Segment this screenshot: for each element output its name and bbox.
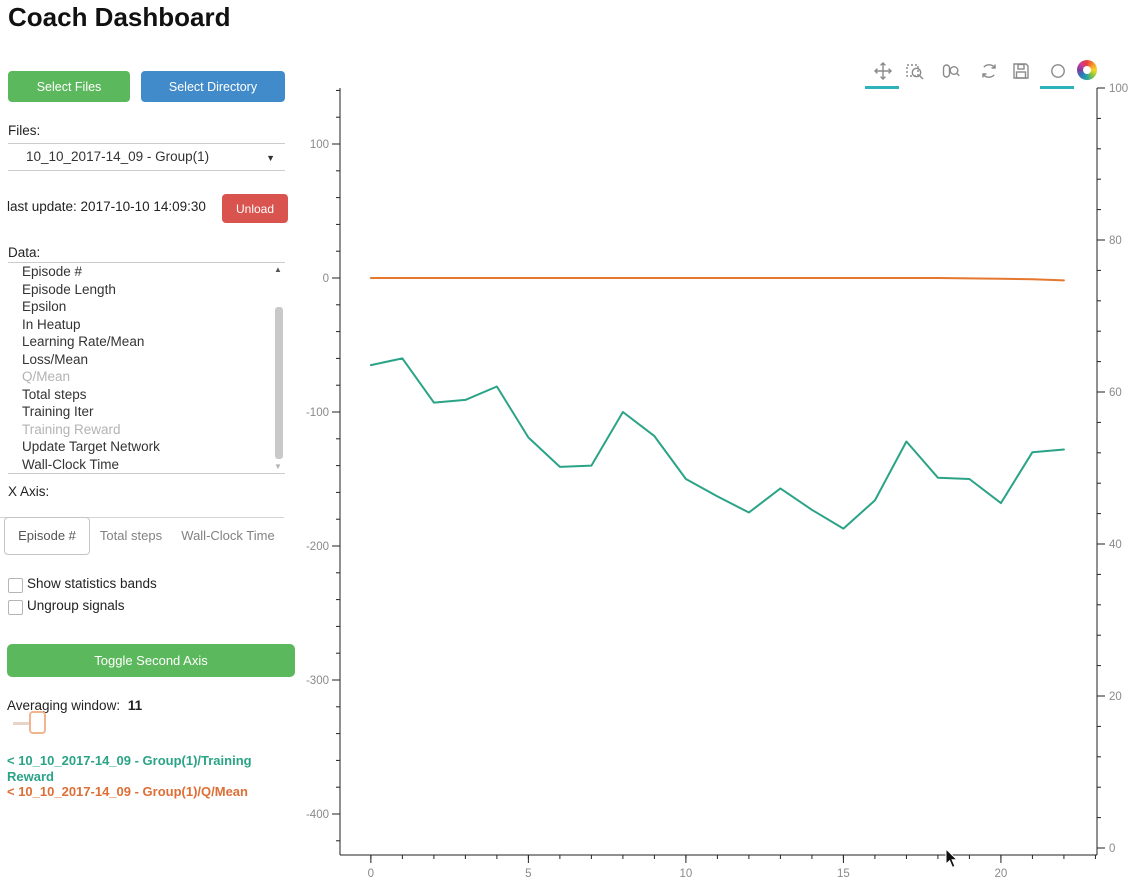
y-left-tick-label: 0	[323, 273, 329, 285]
toggle-second-axis-button[interactable]: Toggle Second Axis	[7, 644, 295, 677]
averaging-window-value: 11	[127, 698, 143, 713]
checkbox-label: Show statistics bands	[27, 576, 157, 591]
x-tick-label: 10	[679, 868, 692, 880]
legend-entry[interactable]: < 10_10_2017-14_09 - Group(1)/Training R…	[7, 753, 252, 784]
series-line[interactable]	[369, 357, 1065, 530]
select-directory-button[interactable]: Select Directory	[141, 71, 285, 102]
scrollbar-thumb[interactable]	[275, 307, 283, 459]
x-axis-label: X Axis:	[8, 484, 50, 499]
y-right-tick-label: 20	[1109, 691, 1122, 703]
data-signal-item[interactable]: Wall-Clock Time	[22, 456, 120, 472]
legend-entry[interactable]: < 10_10_2017-14_09 - Group(1)/Q/Mean	[7, 784, 248, 799]
data-signal-item[interactable]: Episode #	[22, 264, 83, 279]
data-label: Data:	[8, 245, 41, 260]
y-right-tick-label: 60	[1109, 387, 1122, 399]
files-label: Files:	[8, 123, 41, 138]
checkbox-ungroup-signals[interactable]	[8, 600, 23, 615]
data-signal-item[interactable]: Training Iter	[22, 404, 94, 419]
checkbox-label: Ungroup signals	[27, 598, 125, 613]
x-tick-label: 15	[837, 868, 850, 880]
data-signal-item[interactable]: Loss/Mean	[22, 351, 89, 367]
chevron-down-icon: ▼	[266, 153, 275, 163]
scrollbar[interactable]: ▲ ▼	[273, 265, 285, 471]
files-select-value: 10_10_2017-14_09 - Group(1)	[26, 149, 210, 164]
plot-svg[interactable]: 0 5 10 15 20 100 0 -100 -200 -300 -400 100 80 60 40 20 0	[300, 0, 1142, 881]
y-left-tick-label: -400	[306, 809, 329, 821]
data-signal-item[interactable]: Learning Rate/Mean	[22, 334, 145, 349]
bokeh-logo-icon[interactable]	[1077, 60, 1097, 80]
y-left-tick-label: -200	[306, 541, 329, 553]
data-signal-item[interactable]: Training Reward	[22, 421, 121, 437]
averaging-window-label: Averaging window:	[7, 698, 121, 713]
reset-tool-icon[interactable]	[979, 61, 999, 81]
tab-total-steps[interactable]: Total steps	[99, 528, 163, 543]
x-tick-label: 5	[525, 868, 531, 880]
chart-legend: < 10_10_2017-14_09 - Group(1)/Training R…	[7, 753, 300, 800]
x-axis-tabs: Episode # Total steps Wall-Clock Time	[0, 517, 284, 555]
averaging-slider-track[interactable]	[13, 722, 35, 725]
mouse-cursor	[945, 848, 959, 868]
data-signal-item[interactable]: Q/Mean	[22, 369, 71, 384]
pan-tool-icon[interactable]	[873, 61, 893, 81]
unload-button[interactable]: Unload	[222, 194, 288, 223]
select-files-button[interactable]: Select Files	[8, 71, 130, 102]
series-line[interactable]	[369, 277, 1065, 282]
y-right-tick-label: 80	[1109, 235, 1122, 247]
checkbox-show-statistics-bands[interactable]	[8, 578, 23, 593]
data-signal-item[interactable]: Epsilon	[22, 299, 67, 314]
save-tool-icon[interactable]	[1011, 61, 1031, 81]
active-tool-indicator	[865, 86, 899, 89]
files-select[interactable]: 10_10_2017-14_09 - Group(1) ▼	[8, 143, 285, 171]
plot-area[interactable]	[340, 88, 1097, 855]
x-tick-label: 20	[995, 868, 1008, 880]
y-right-tick-label: 100	[1109, 83, 1128, 95]
averaging-window: Averaging window: 11	[7, 698, 142, 713]
data-signal-items: Episode # Episode Length Epsilon In Heatup L…	[8, 263, 285, 473]
y-left-tick-label: -100	[306, 407, 329, 419]
hover-tool-icon[interactable]	[1048, 61, 1068, 81]
last-update-text: last update: 2017-10-10 14:09:30	[7, 199, 206, 214]
y-left-tick-label: 100	[310, 139, 329, 151]
y-right-tick-label: 0	[1109, 843, 1115, 855]
box-zoom-tool-icon[interactable]	[905, 61, 925, 81]
scroll-up-icon[interactable]: ▲	[274, 265, 282, 274]
tab-episode-[interactable]: Episode #	[4, 517, 90, 555]
y-left-tick-label: -300	[306, 675, 329, 687]
data-signal-item[interactable]: In Heatup	[22, 316, 81, 332]
wheel-zoom-tool-icon[interactable]	[941, 61, 961, 81]
data-signal-list: Episode # Episode Length Epsilon In Heatup L…	[8, 262, 285, 474]
page-title: Coach Dashboard	[8, 2, 231, 32]
data-signal-item[interactable]: Total steps	[22, 386, 87, 402]
averaging-slider-handle[interactable]	[29, 711, 46, 734]
scroll-down-icon[interactable]: ▼	[274, 462, 282, 471]
tab-wall-clock-time[interactable]: Wall-Clock Time	[181, 528, 275, 543]
chart-area: 0 5 10 15 20 100 0 -100 -200 -300 -400 100 80 60 40 20 0	[300, 0, 1142, 881]
data-signal-item[interactable]: Episode Length	[22, 281, 116, 297]
x-tick-label: 0	[368, 868, 374, 880]
active-tool-indicator	[1040, 86, 1074, 89]
data-signal-item[interactable]: Update Target Network	[22, 439, 160, 454]
y-right-tick-label: 40	[1109, 539, 1122, 551]
